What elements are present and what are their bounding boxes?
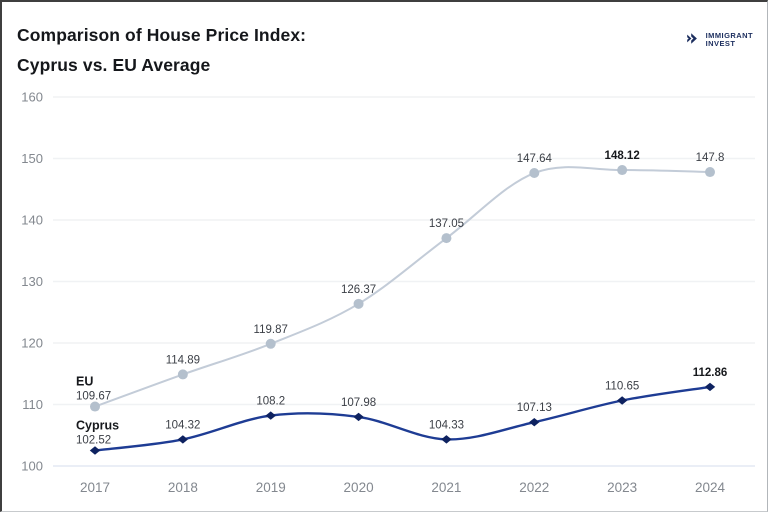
eu-point-marker [90,401,100,412]
series-inline-label: Cyprus [76,419,119,433]
x-axis-tick-label: 2018 [168,480,198,495]
point-value-label: 104.33 [429,419,464,431]
eu-point-marker [529,168,540,179]
cyprus-point-marker [353,412,364,422]
point-value-label: 114.89 [166,354,200,366]
x-axis-tick-label: 2024 [695,480,726,495]
cyprus-point-marker [89,446,101,455]
point-value-label: 137.05 [429,218,464,230]
cyprus-point-marker [177,435,189,444]
eu-point-marker [177,369,188,380]
point-value-label: 147.8 [696,152,725,164]
eu-point-marker [705,167,715,178]
title-line-2: Cyprus vs. EU Average [17,55,211,75]
cyprus-point-marker [441,435,452,444]
point-value-label: 104.32 [165,419,200,431]
point-value-label: 110.65 [605,381,639,393]
x-axis-tick-label: 2020 [344,480,374,495]
eu-line-path [94,166,711,408]
eu-point-marker [265,338,276,349]
eu-point-marker [441,233,452,244]
title-line-1: Comparison of House Price Index: [17,25,307,45]
point-value-label: 148.12 [605,150,640,162]
brand-logo-text: IMMIGRANT INVEST [706,31,753,48]
eu-point-marker [353,298,364,309]
point-value-label: 102.52 [76,435,111,447]
point-value-label: 112.86 [693,367,728,379]
point-value-label: 108.2 [256,396,285,408]
cyprus-point-marker [529,417,540,427]
cyprus-point-marker [704,382,716,392]
page-title: Comparison of House Price Index: Cyprus … [17,20,306,80]
cyprus-point-marker [265,411,276,420]
y-axis-tick-label: 130 [21,274,43,289]
y-axis-tick-label: 150 [21,151,43,166]
y-axis-tick-label: 140 [21,213,43,228]
y-axis-tick-label: 120 [21,336,43,351]
point-value-label: 126.37 [341,284,376,296]
eu-point-marker [617,165,628,176]
cyprus-line-path [94,385,711,452]
x-axis-tick-label: 2023 [607,480,637,495]
x-axis-tick-label: 2021 [431,480,461,495]
y-axis-tick-label: 160 [21,90,43,105]
point-value-label: 119.87 [254,324,288,336]
point-value-label: 147.64 [517,153,553,165]
x-axis-tick-label: 2022 [519,480,549,495]
point-value-label: 107.13 [517,402,552,414]
x-axis-tick-label: 2017 [80,480,110,495]
point-value-label: 109.67 [76,391,111,403]
series-inline-label: EU [76,375,93,389]
point-value-label: 107.98 [341,397,376,409]
brand-name-line-2: INVEST [705,39,736,48]
brand-logo: IMMIGRANT INVEST [686,31,753,48]
cyprus-point-marker [616,396,628,405]
double-chevron-right-icon [686,31,701,46]
y-axis-tick-label: 110 [22,397,43,412]
x-axis-tick-label: 2019 [256,480,286,495]
brand-name-line-1: IMMIGRANT [705,31,753,40]
y-axis-tick-label: 100 [21,459,43,474]
